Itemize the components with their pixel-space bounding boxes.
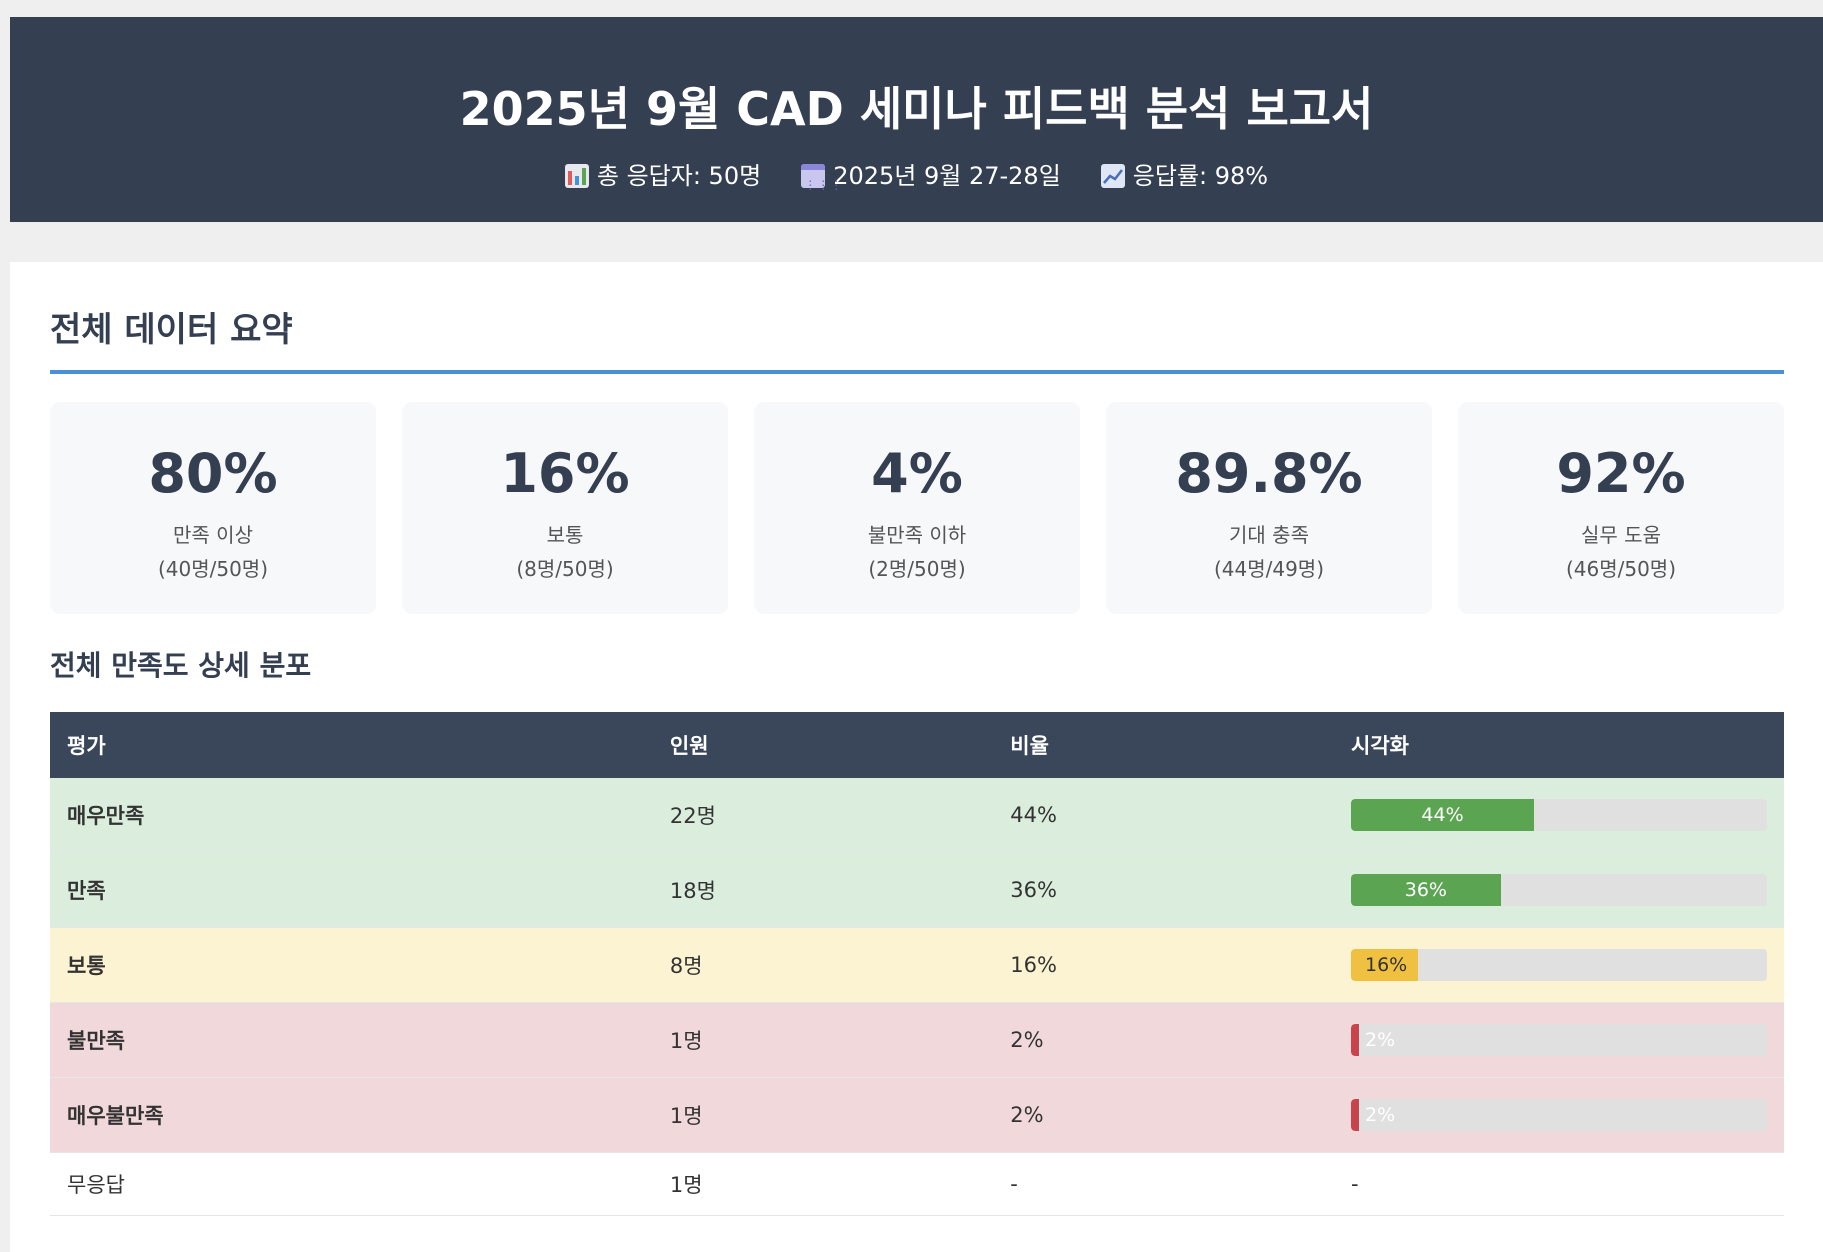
visualization-cell: 2% xyxy=(1334,1002,1784,1078)
count-cell: 1명 xyxy=(652,1152,994,1216)
respondents-text: 총 응답자: 50명 xyxy=(596,162,762,190)
date-text: 2025년 9월 27-28일 xyxy=(833,162,1061,190)
distribution-table: 평가 인원 비율 시각화 매우만족 22명 44% 44% 만족 18명 36% 36% 보통 8… xyxy=(50,712,1784,1216)
count-cell: 1명 xyxy=(652,1077,994,1153)
progress-bar-track: 2% xyxy=(1351,1024,1767,1056)
table-row: 매우불만족 1명 2% 2% xyxy=(50,1077,1784,1153)
calendar-icon xyxy=(801,164,843,200)
ratio-cell: 2% xyxy=(993,1077,1334,1153)
distribution-title: 전체 만족도 상세 분포 xyxy=(50,649,312,682)
table-row: 무응답 1명 - - xyxy=(50,1152,1784,1216)
stat-value: 92% xyxy=(1556,442,1686,505)
count-cell: 8명 xyxy=(652,927,994,1003)
count-cell: 22명 xyxy=(652,778,994,853)
column-header: 인원 xyxy=(652,712,994,778)
visualization-cell: 44% xyxy=(1334,778,1784,853)
stat-label: 만족 이상 xyxy=(173,523,253,547)
grade-cell: 만족 xyxy=(50,852,653,928)
stat-value: 80% xyxy=(148,442,278,505)
progress-bar-label: 44% xyxy=(1421,804,1464,826)
grade-cell: 매우만족 xyxy=(50,778,653,853)
response-rate-text: 응답률: 98% xyxy=(1132,162,1269,190)
grade-cell: 보통 xyxy=(50,927,653,1003)
ratio-cell: 44% xyxy=(993,778,1334,853)
stat-sub: (2명/50명) xyxy=(868,557,966,581)
stat-sub: (46명/50명) xyxy=(1565,557,1677,581)
visualization-cell: 16% xyxy=(1334,927,1784,1003)
table-row: 매우만족 22명 44% 44% xyxy=(50,778,1784,853)
no-data-label: - xyxy=(1351,1172,1359,1196)
progress-bar-track: 16% xyxy=(1351,949,1767,981)
stat-sub: (44명/49명) xyxy=(1213,557,1325,581)
count-cell: 1명 xyxy=(652,1002,994,1078)
ratio-cell: 36% xyxy=(993,852,1334,928)
summary-title: 전체 데이터 요약 xyxy=(50,310,293,350)
date-meta: 2025년 9월 27-28일 xyxy=(801,161,1061,200)
table-row: 만족 18명 36% 36% xyxy=(50,852,1784,928)
stat-sub: (40명/50명) xyxy=(157,557,269,581)
grade-cell: 불만족 xyxy=(50,1002,653,1078)
respondents-meta: 총 응답자: 50명 xyxy=(564,161,762,191)
stat-label: 실무 도움 xyxy=(1581,523,1661,547)
ratio-cell: 2% xyxy=(993,1002,1334,1078)
progress-bar-track: 2% xyxy=(1351,1099,1767,1131)
report-header: 2025년 9월 CAD 세미나 피드백 분석 보고서 총 응답자: 50명 2… xyxy=(10,17,1823,222)
table-row: 불만족 1명 2% 2% xyxy=(50,1002,1784,1078)
progress-bar-fill xyxy=(1351,949,1418,981)
stat-label: 보통 xyxy=(546,523,584,547)
count-cell: 18명 xyxy=(652,852,994,928)
progress-bar-label: 36% xyxy=(1404,879,1447,901)
grade-cell: 무응답 xyxy=(50,1152,653,1216)
progress-bar-track: 44% xyxy=(1351,799,1767,831)
progress-bar-label: 2% xyxy=(1365,1104,1396,1126)
section-divider xyxy=(50,370,1784,374)
trend-chart-icon xyxy=(1100,164,1125,188)
progress-bar-label: 16% xyxy=(1365,954,1408,976)
report-body: 전체 데이터 요약 80% 만족 이상 (40명/50명) 16% 보통 (8명… xyxy=(10,262,1823,1252)
visualization-cell: 36% xyxy=(1334,852,1784,928)
table-row: 보통 8명 16% 16% xyxy=(50,927,1784,1003)
progress-bar-fill xyxy=(1351,1099,1360,1131)
bar-chart-icon xyxy=(564,164,589,188)
stat-card: 89.8% 기대 충족 (44명/49명) xyxy=(1106,402,1432,614)
stat-label: 기대 충족 xyxy=(1229,523,1309,547)
stat-card: 80% 만족 이상 (40명/50명) xyxy=(50,402,376,614)
report-meta: 총 응답자: 50명 2025년 9월 27-28일 응답률: 98% xyxy=(10,161,1823,200)
progress-bar-fill xyxy=(1351,874,1501,906)
progress-bar-fill xyxy=(1351,799,1535,831)
progress-bar-label: 2% xyxy=(1365,1029,1396,1051)
column-header: 시각화 xyxy=(1334,712,1784,778)
response-rate-meta: 응답률: 98% xyxy=(1100,161,1269,191)
stat-value: 89.8% xyxy=(1175,442,1363,505)
stat-sub: (8명/50명) xyxy=(516,557,614,581)
visualization-cell: - xyxy=(1334,1152,1784,1216)
stat-value: 4% xyxy=(871,442,963,505)
column-header: 비율 xyxy=(993,712,1334,778)
table-header-row: 평가 인원 비율 시각화 xyxy=(50,712,1784,778)
ratio-cell: 16% xyxy=(993,927,1334,1003)
stat-card: 4% 불만족 이하 (2명/50명) xyxy=(754,402,1080,614)
ratio-cell: - xyxy=(993,1152,1334,1216)
grade-cell: 매우불만족 xyxy=(50,1077,653,1153)
report-title: 2025년 9월 CAD 세미나 피드백 분석 보고서 xyxy=(459,82,1374,136)
stat-value: 16% xyxy=(500,442,630,505)
stat-card: 92% 실무 도움 (46명/50명) xyxy=(1458,402,1784,614)
visualization-cell: 2% xyxy=(1334,1077,1784,1153)
stat-label: 불만족 이하 xyxy=(867,523,967,547)
column-header: 평가 xyxy=(50,712,653,778)
summary-stats: 80% 만족 이상 (40명/50명) 16% 보통 (8명/50명) 4% 불… xyxy=(50,402,1784,614)
stat-card: 16% 보통 (8명/50명) xyxy=(402,402,728,614)
progress-bar-fill xyxy=(1351,1024,1360,1056)
progress-bar-track: 36% xyxy=(1351,874,1767,906)
